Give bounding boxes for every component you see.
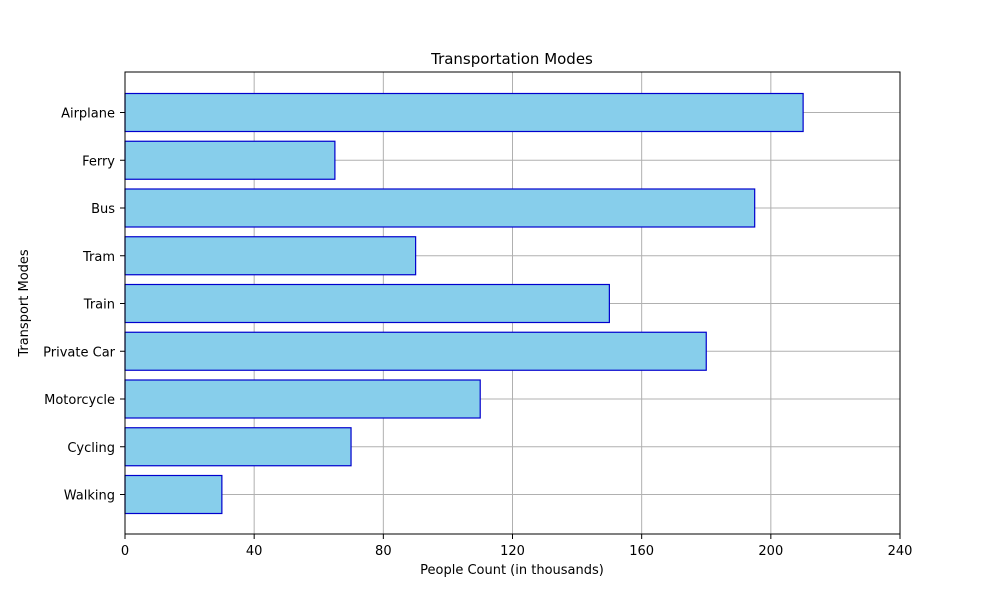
- bar-cycling: [124, 427, 352, 467]
- bar-airplane: [124, 92, 804, 133]
- y-tick-label: Cycling: [67, 441, 115, 456]
- x-axis-ticks: 0 40 80 120 160 200 240: [121, 534, 913, 559]
- x-tick-label: 80: [375, 544, 392, 559]
- y-tick-label: Private Car: [43, 345, 115, 360]
- y-axis-title: Transport Modes: [17, 249, 32, 358]
- x-tick-label: 120: [500, 544, 525, 559]
- x-tick-label: 40: [246, 544, 263, 559]
- bar-walking: [124, 474, 223, 515]
- x-axis-title: People Count (in thousands): [420, 563, 604, 578]
- bar-train: [124, 283, 610, 324]
- chart-title: Transportation Modes: [430, 50, 593, 68]
- bar-motorcycle: [124, 379, 481, 419]
- x-tick-label: 0: [121, 544, 129, 559]
- y-tick-label: Motorcycle: [44, 393, 115, 408]
- bars-layer: [124, 92, 804, 515]
- y-axis-ticks: Walking Cycling Motorcycle Private Car Train…: [43, 107, 125, 504]
- bar-ferry: [124, 140, 336, 180]
- bar-tram: [124, 236, 417, 276]
- y-tick-label: Train: [83, 298, 115, 313]
- y-tick-label: Tram: [82, 250, 115, 265]
- x-tick-label: 200: [758, 544, 783, 559]
- y-tick-label: Airplane: [61, 107, 115, 122]
- bar-private-car: [124, 331, 707, 371]
- y-tick-label: Bus: [91, 202, 115, 217]
- bar-bus: [124, 188, 756, 228]
- x-tick-label: 240: [888, 544, 913, 559]
- y-tick-label: Walking: [64, 489, 115, 504]
- y-tick-label: Ferry: [82, 154, 115, 169]
- x-tick-label: 160: [629, 544, 654, 559]
